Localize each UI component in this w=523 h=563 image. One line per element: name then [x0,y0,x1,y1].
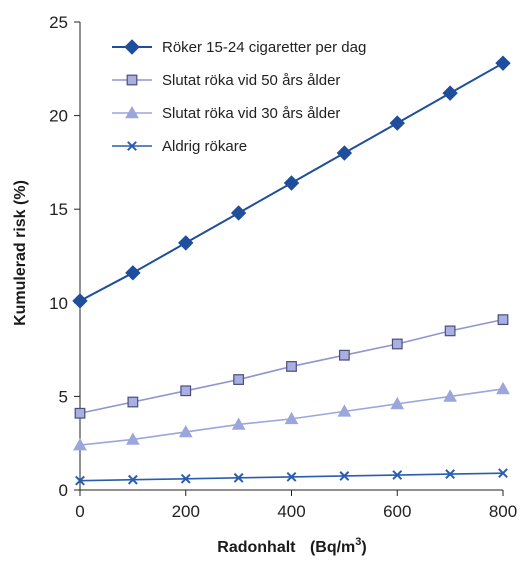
data-point [286,361,297,372]
x-marker-stroke [180,473,191,484]
data-point [498,468,508,479]
x-marker-stroke [286,471,297,482]
x-marker-stroke [127,141,137,151]
legend-marker [124,39,140,55]
data-point [495,55,511,71]
series-3 [73,381,510,451]
data-point [337,404,352,417]
x-axis-title: Radonhalt (Bq/m3) [217,536,366,556]
data-point [284,411,299,425]
data-point [233,374,245,385]
data-point [178,424,193,438]
x-marker-stroke [498,468,508,479]
legend-entry: Röker 15-24 cigaretter per dag [112,39,366,56]
x-axis-title-label: Radonhalt [217,539,296,556]
data-point [125,265,141,281]
data-point [392,470,403,480]
x-marker-stroke [445,469,456,479]
x-axis-title-unit-close: ) [361,539,366,556]
series-2 [74,314,509,419]
data-point [180,473,191,484]
x-tick-label: 0 [75,502,84,521]
x-marker-stroke [127,474,138,485]
data-point [233,472,244,483]
legend-marker [125,105,139,119]
x-tick-label: 400 [277,502,305,521]
data-point [442,85,458,101]
data-point [127,474,138,485]
legend-marker [127,141,137,151]
data-point [445,469,456,479]
x-marker-stroke [233,472,244,483]
y-tick-label: 5 [59,387,68,406]
series-4 [75,468,508,486]
x-tick-label: 800 [489,502,517,521]
legend-marker [126,74,138,86]
data-point [126,432,140,445]
data-point [338,349,350,361]
legend-label: Aldrig rökare [162,138,247,155]
x-axis-title-unit: (Bq/m [310,539,355,556]
data-point [283,175,300,191]
data-point [75,475,85,486]
data-point [496,381,510,395]
x-marker-stroke [75,475,85,486]
x-marker-stroke [392,470,403,480]
y-tick-label: 10 [49,294,68,313]
data-point [180,385,192,397]
data-point [127,396,139,408]
data-point [389,115,405,131]
legend-entry: Slutat röka vid 30 års ålder [112,105,340,122]
legend-entry: Aldrig rökare [112,138,247,155]
data-point [443,389,457,402]
y-tick-label: 15 [49,200,68,219]
data-point [391,338,403,350]
y-tick-label: 25 [49,13,68,32]
data-point [230,205,247,221]
x-marker-stroke [339,471,350,481]
data-point [497,314,509,326]
y-tick-label: 20 [49,107,68,126]
data-point [339,471,350,481]
y-axis-title: Kumulerad risk (%) [12,180,29,326]
chart-series [72,55,511,486]
data-point [73,438,87,451]
legend-label: Slutat röka vid 50 års ålder [162,72,340,89]
data-point [336,145,353,161]
x-tick-label: 200 [172,502,200,521]
x-tick-label: 600 [383,502,411,521]
legend-label: Slutat röka vid 30 års ålder [162,105,340,122]
data-point [72,293,88,309]
legend-label: Röker 15-24 cigaretter per dag [162,39,366,56]
x-axis-title-unit-sup: 3 [355,536,361,548]
data-point [178,235,194,251]
data-point [390,396,405,410]
legend-entry: Slutat röka vid 50 års ålder [112,72,340,89]
data-point [286,471,297,482]
data-point [74,407,86,419]
data-point [231,417,246,430]
chart-ticks: 0 5 10 15 20 25 0 200 400 600 800 [49,13,517,521]
series-1 [72,55,511,309]
chart-legend: Röker 15-24 cigaretter per dag Slutat rök… [112,39,366,155]
data-point [444,325,456,337]
y-tick-label: 0 [59,481,68,500]
